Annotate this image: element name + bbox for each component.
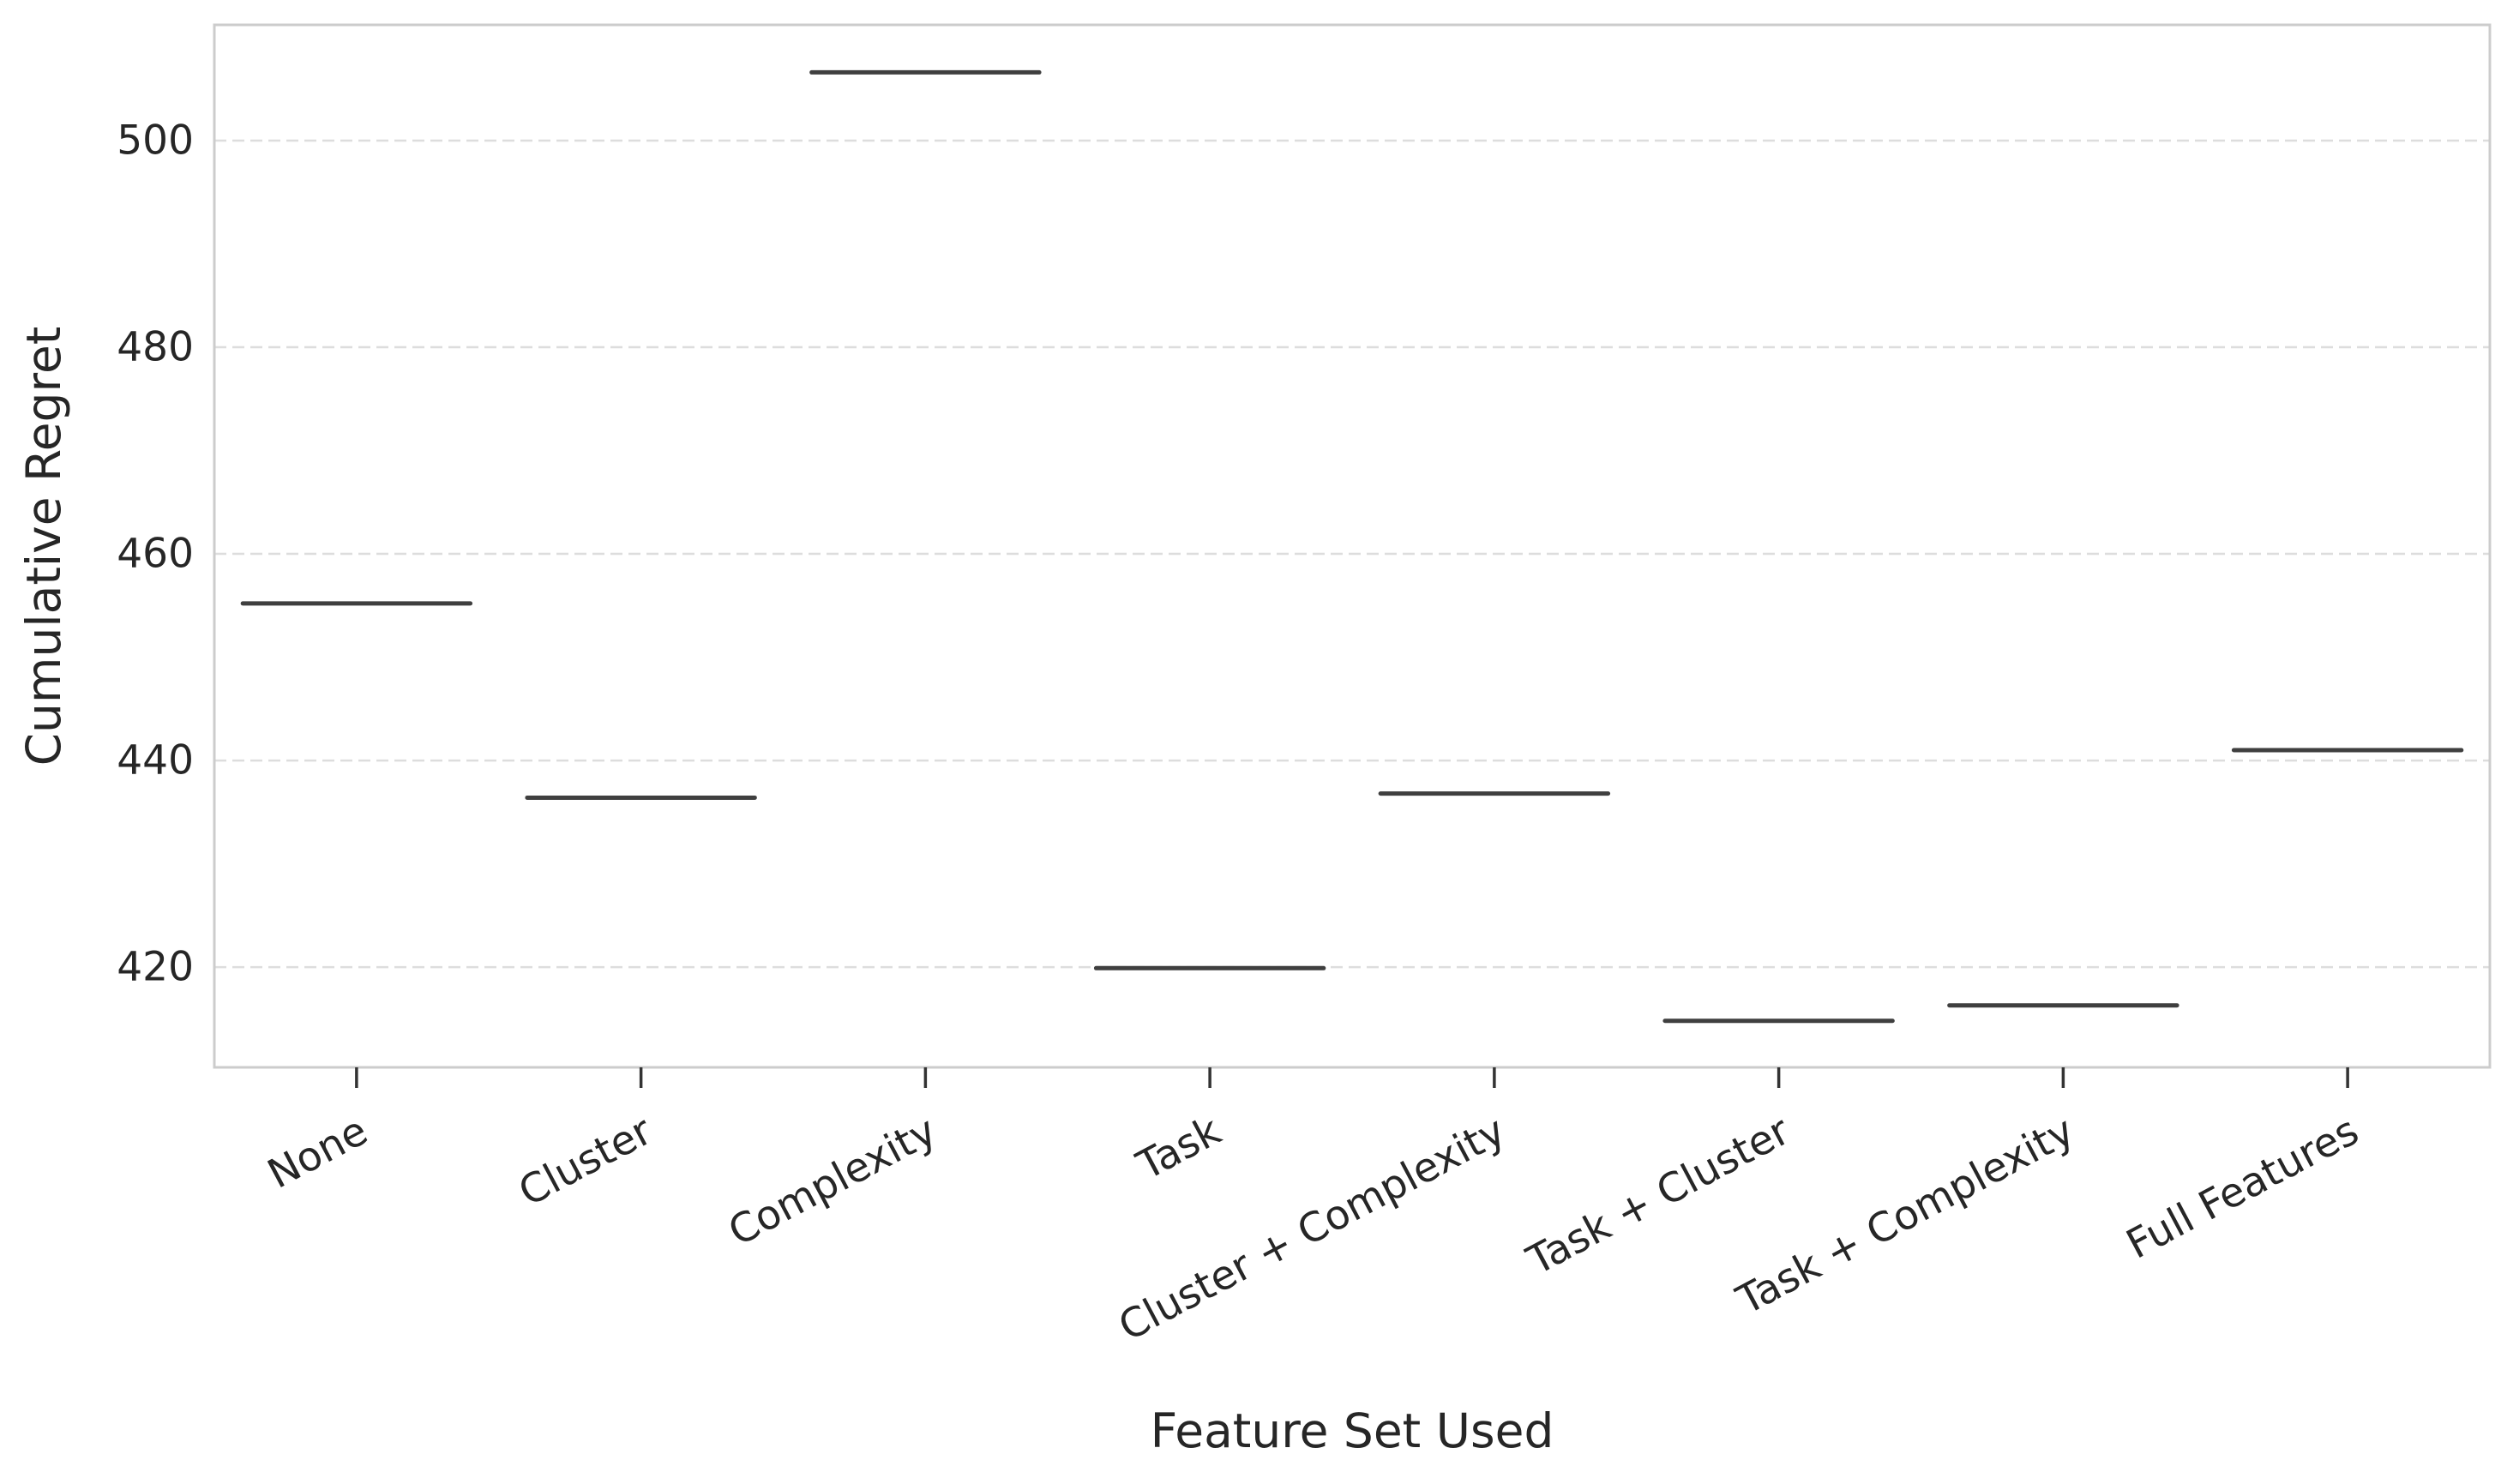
y-tick-label: 460 xyxy=(117,531,194,578)
y-tick-label: 500 xyxy=(117,117,194,164)
y-axis: 420 440 460 480 500 xyxy=(117,117,194,990)
x-tick-label: Cluster xyxy=(511,1107,660,1216)
x-axis-label: Feature Set Used xyxy=(1151,1403,1554,1458)
y-axis-label: Cumulative Regret xyxy=(16,327,71,766)
plot-frame xyxy=(213,23,2492,1069)
y-tick-label: 420 xyxy=(117,944,194,991)
x-tick-label: Full Features xyxy=(2119,1107,2366,1268)
x-tick-label: Task xyxy=(1129,1107,1229,1190)
x-tick-label: Task + Cluster xyxy=(1519,1107,1798,1285)
x-tick-label: None xyxy=(261,1107,376,1198)
y-tick-label: 440 xyxy=(117,737,194,784)
y-grid xyxy=(214,139,2490,969)
y-tick-label: 480 xyxy=(117,324,194,371)
box-series xyxy=(240,69,2464,1024)
x-tick-label: Complexity xyxy=(721,1107,944,1255)
